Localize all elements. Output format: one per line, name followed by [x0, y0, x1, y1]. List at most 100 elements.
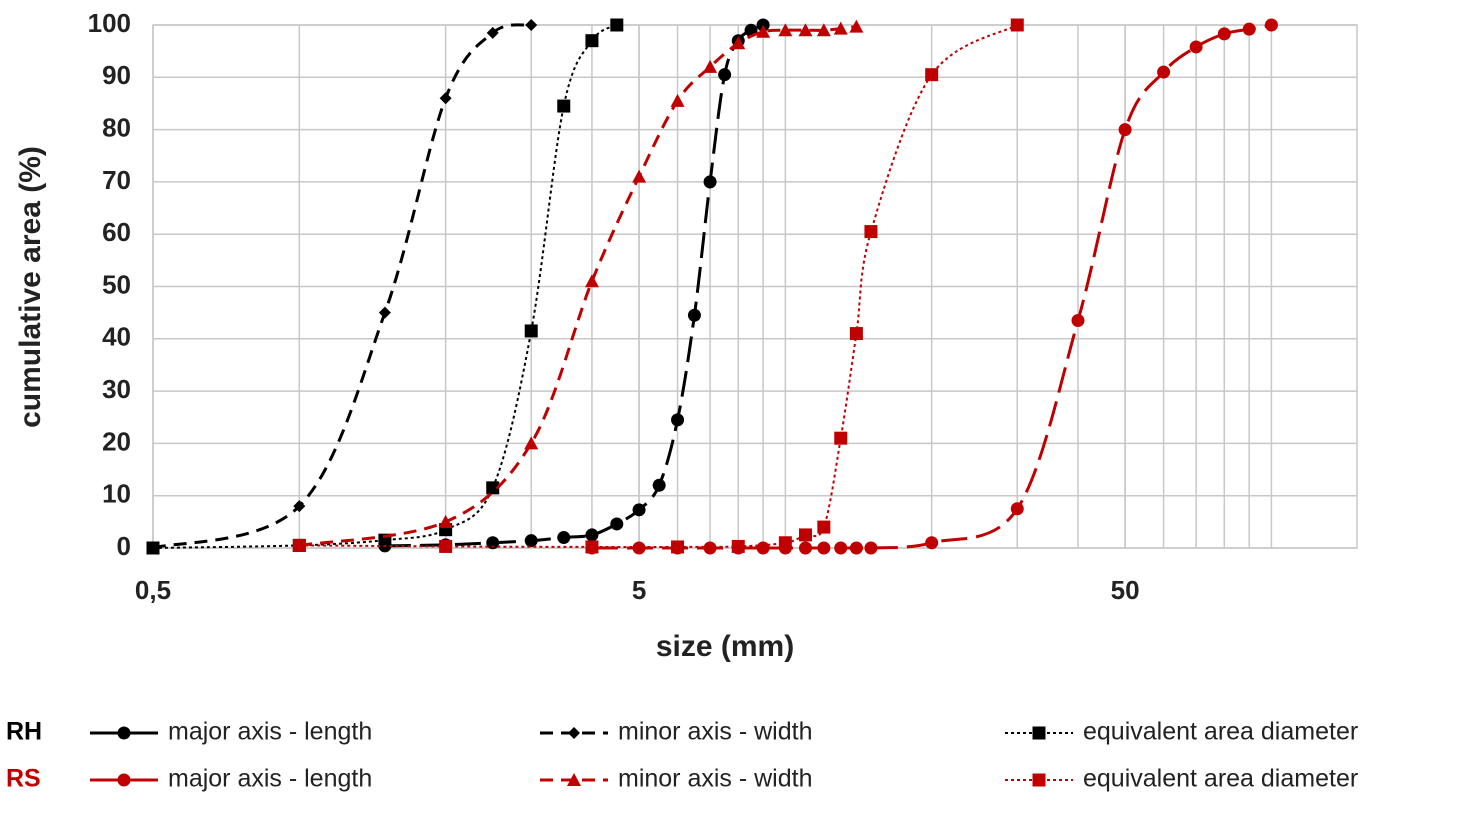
marker: [703, 541, 717, 555]
marker: [1010, 18, 1024, 32]
legend-group-label: RH: [6, 718, 42, 746]
marker: [817, 520, 831, 534]
marker: [557, 531, 571, 545]
marker: [585, 34, 599, 48]
marker: [731, 36, 746, 50]
legend-label: minor axis - width: [618, 718, 813, 746]
series-line: [152, 23, 532, 550]
marker: [585, 540, 599, 554]
marker: [816, 23, 831, 37]
marker: [864, 541, 878, 555]
marker: [1217, 27, 1231, 41]
marker: [1010, 502, 1024, 516]
marker: [568, 727, 580, 739]
marker: [567, 773, 581, 786]
marker: [798, 541, 812, 555]
y-axis-title: cumulative area (%): [14, 146, 47, 428]
marker: [1071, 313, 1085, 327]
y-tick-label: 10: [102, 479, 131, 509]
legend-item: equivalent area diameter: [1005, 718, 1358, 746]
marker: [798, 23, 813, 37]
marker: [486, 481, 500, 495]
legend-label: equivalent area diameter: [1083, 718, 1358, 746]
marker: [671, 540, 685, 554]
marker: [486, 536, 500, 550]
marker: [703, 59, 718, 73]
legend-item: major axis - length: [90, 765, 372, 793]
marker: [925, 68, 939, 82]
marker: [585, 528, 599, 542]
marker: [798, 528, 812, 542]
legend-item: minor axis - width: [540, 718, 813, 746]
marker: [439, 539, 453, 553]
marker: [584, 274, 599, 288]
y-tick-label: 100: [88, 8, 131, 38]
marker: [632, 503, 646, 517]
marker: [1032, 773, 1046, 787]
marker: [718, 68, 732, 82]
marker: [652, 478, 666, 492]
marker: [834, 431, 848, 445]
marker: [864, 225, 878, 239]
marker: [117, 726, 131, 740]
marker: [756, 541, 770, 555]
marker: [524, 436, 539, 450]
y-tick-label: 70: [102, 165, 131, 195]
legend-label: major axis - length: [168, 765, 372, 793]
marker: [632, 169, 647, 183]
marker: [778, 536, 792, 550]
legend-label: minor axis - width: [618, 765, 813, 793]
legend-item: minor axis - width: [540, 765, 813, 793]
marker: [146, 541, 160, 555]
marker: [1118, 123, 1132, 137]
series-line: [591, 23, 1272, 550]
marker: [703, 175, 717, 189]
marker: [117, 773, 131, 787]
marker: [778, 23, 793, 37]
marker: [610, 517, 624, 531]
marker: [439, 92, 452, 105]
series-line: [299, 25, 857, 547]
y-tick-label: 80: [102, 112, 131, 142]
marker: [610, 18, 624, 32]
legend-label: equivalent area diameter: [1083, 765, 1358, 793]
marker: [849, 541, 863, 555]
y-tick-label: 20: [102, 426, 131, 456]
marker: [524, 324, 538, 338]
marker: [1189, 40, 1203, 54]
marker: [1157, 65, 1171, 79]
marker: [834, 541, 848, 555]
marker: [438, 514, 453, 528]
marker: [524, 534, 538, 548]
y-tick-label: 0: [117, 531, 131, 561]
marker: [925, 536, 939, 550]
x-tick-label: 50: [1111, 575, 1140, 605]
marker: [632, 541, 646, 555]
legend-group-label: RS: [6, 765, 41, 793]
legend-item: equivalent area diameter: [1005, 765, 1358, 793]
marker: [833, 21, 848, 35]
marker: [670, 93, 685, 107]
y-tick-label: 50: [102, 269, 131, 299]
marker: [671, 413, 685, 427]
marker: [486, 26, 499, 39]
marker: [293, 500, 306, 513]
marker: [1264, 18, 1278, 32]
x-axis-title: size (mm): [656, 630, 794, 663]
marker: [378, 306, 391, 319]
marker: [525, 19, 538, 31]
marker: [756, 24, 771, 38]
y-tick-label: 30: [102, 374, 131, 404]
marker: [1242, 22, 1256, 36]
legend-label: major axis - length: [168, 718, 372, 746]
marker: [731, 539, 745, 553]
marker: [849, 327, 863, 341]
x-tick-label: 0,5: [135, 575, 171, 605]
x-tick-label: 5: [632, 575, 646, 605]
marker: [817, 541, 831, 555]
marker: [557, 99, 571, 113]
y-tick-label: 90: [102, 60, 131, 90]
marker: [849, 19, 864, 33]
